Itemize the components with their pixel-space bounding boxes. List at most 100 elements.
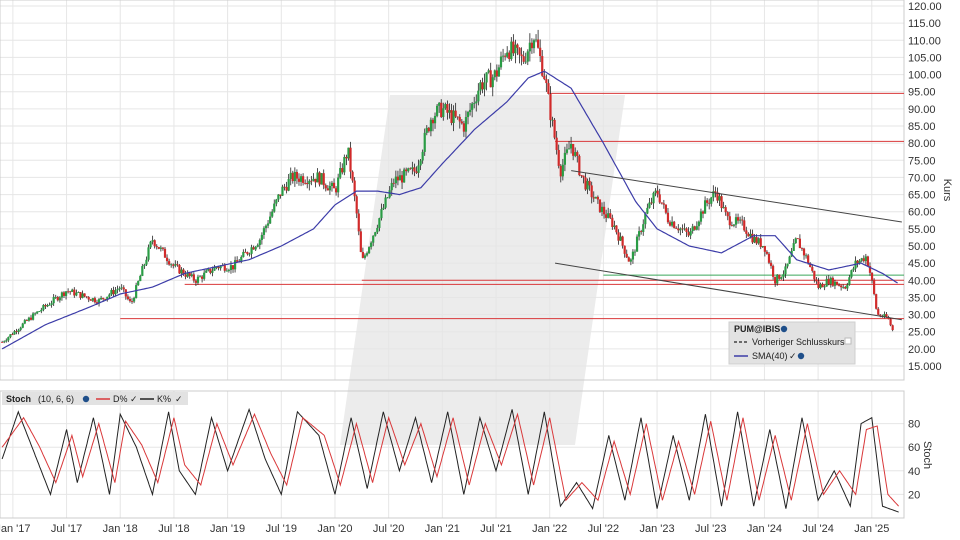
candle-body <box>887 317 890 320</box>
candle-body <box>225 270 228 272</box>
candle-body <box>501 55 505 57</box>
candle-body <box>479 82 482 91</box>
candle-body <box>703 200 707 214</box>
candle-body <box>304 182 307 184</box>
candle-body <box>747 233 750 237</box>
candle-body <box>883 314 886 317</box>
info-icon[interactable] <box>797 352 805 360</box>
candle-body <box>473 103 476 104</box>
candle-body <box>95 302 99 304</box>
candle-body <box>757 238 760 244</box>
candle-body <box>192 274 195 281</box>
candle-body <box>586 180 589 190</box>
candle-body <box>165 257 169 262</box>
candle-body <box>846 284 849 289</box>
candle-body <box>1 342 4 343</box>
candle-body <box>454 110 457 117</box>
candle-body <box>557 149 560 166</box>
candle-body <box>446 104 449 113</box>
candle-body <box>722 207 725 209</box>
stoch-legend-box <box>2 392 188 405</box>
candle-body <box>186 273 189 277</box>
candle-body <box>786 263 789 267</box>
candle-body <box>324 185 327 189</box>
candle-body <box>530 42 534 49</box>
candle-body <box>650 202 653 204</box>
candle-body <box>411 167 414 169</box>
candle-body <box>485 72 488 83</box>
candle-body <box>753 237 756 243</box>
x-tick-label: Jan '17 <box>0 523 30 535</box>
stoch-title: Stoch <box>6 394 31 404</box>
price-tick-label: 15.000 <box>908 361 942 373</box>
info-icon[interactable] <box>82 395 90 403</box>
candle-body <box>460 121 463 124</box>
candle-body <box>635 236 639 252</box>
stoch-legend: Stoch (10, 6, 6) D% ✓ K% ✓ <box>2 392 188 405</box>
candle-body <box>468 109 472 113</box>
candle-body <box>409 168 412 170</box>
candle-body <box>318 172 321 185</box>
candle-body <box>421 151 424 161</box>
candle-body <box>67 291 70 293</box>
candle-body <box>464 117 468 132</box>
candle-body <box>392 182 395 184</box>
price-tick-label: 120.00 <box>908 1 942 13</box>
candle-body <box>741 219 744 221</box>
candle-body <box>415 171 418 173</box>
candle-body <box>320 173 323 185</box>
candle-body <box>858 260 861 264</box>
candle-body <box>184 274 187 277</box>
candle-body <box>149 241 152 248</box>
candle-body <box>512 41 515 54</box>
candle-body <box>600 206 604 212</box>
candle-body <box>213 267 216 271</box>
price-tick-label: 45.00 <box>908 258 936 270</box>
candle-body <box>23 320 26 324</box>
check-icon[interactable]: ✓ <box>789 351 797 361</box>
candle-body <box>13 331 16 335</box>
legend-checkbox[interactable] <box>844 337 852 345</box>
candle-body <box>46 305 49 307</box>
candle-body <box>462 123 465 132</box>
candle-body <box>815 279 818 282</box>
check-icon[interactable]: ✓ <box>130 394 138 404</box>
candle-body <box>870 272 874 280</box>
price-grid <box>0 0 904 380</box>
info-icon[interactable] <box>780 325 788 333</box>
candle-body <box>553 119 556 138</box>
candle-body <box>99 297 103 300</box>
candle-body <box>279 194 282 196</box>
candle-body <box>273 203 276 212</box>
stoch-params: (10, 6, 6) <box>38 394 74 404</box>
candle-body <box>201 276 204 279</box>
candle-body <box>217 267 220 269</box>
candle-body <box>287 179 290 191</box>
candle-body <box>104 298 107 300</box>
candle-body <box>314 178 317 183</box>
candle-body <box>491 77 494 88</box>
candle-body <box>431 119 435 124</box>
candle-body <box>87 297 90 300</box>
x-tick-label: Jan '22 <box>532 523 567 535</box>
candle-body <box>21 323 24 328</box>
candle-body <box>349 147 352 172</box>
candle-body <box>516 44 519 48</box>
check-icon[interactable]: ✓ <box>175 394 183 404</box>
candle-body <box>844 287 847 289</box>
candle-body <box>229 265 233 271</box>
candle-body <box>339 168 342 178</box>
candle-body <box>407 168 410 172</box>
candle-body <box>584 177 587 190</box>
candle-body <box>370 242 373 248</box>
candle-body <box>466 112 470 118</box>
candle-body <box>176 264 179 266</box>
candle-body <box>526 51 529 62</box>
candle-body <box>291 172 294 182</box>
candle-body <box>178 265 181 274</box>
candle-body <box>116 289 119 291</box>
candle-body <box>499 56 503 68</box>
candle-body <box>423 132 426 152</box>
candle-body <box>56 296 59 301</box>
stoch-y-axis: 20 40 60 80 <box>908 419 920 502</box>
